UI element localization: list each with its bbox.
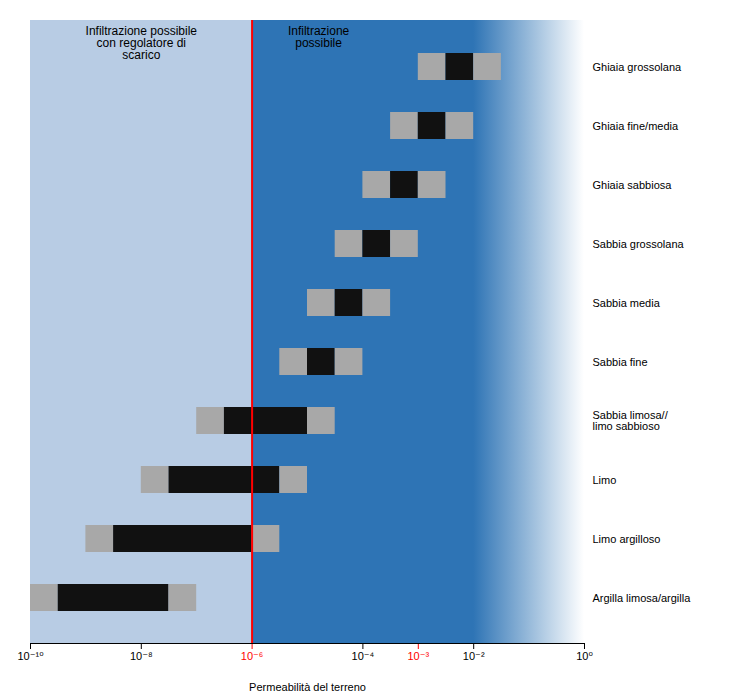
svg-text:Sabbia limosa//limo sabbioso: Sabbia limosa//limo sabbioso [593,409,669,432]
svg-text:Ghiaia sabbiosa: Ghiaia sabbiosa [593,179,673,191]
svg-text:Ghiaia fine/media: Ghiaia fine/media [593,120,679,132]
svg-text:Sabbia media: Sabbia media [593,297,661,309]
svg-text:10⁻²: 10⁻² [463,650,485,662]
svg-text:Infiltrazionepossibile: Infiltrazionepossibile [288,24,350,50]
svg-text:Ghiaia grossolana: Ghiaia grossolana [593,61,683,73]
svg-text:Permeabilità del terreno: Permeabilità del terreno [249,681,366,693]
svg-text:10⁻⁴: 10⁻⁴ [352,650,375,662]
svg-text:Sabbia fine: Sabbia fine [593,356,648,368]
svg-text:10⁻¹⁰: 10⁻¹⁰ [17,650,44,662]
svg-text:10⁻⁶: 10⁻⁶ [241,650,264,662]
svg-text:10⁰: 10⁰ [576,650,593,662]
svg-text:10⁻⁸: 10⁻⁸ [130,650,153,662]
svg-text:Sabbia grossolana: Sabbia grossolana [593,238,685,250]
svg-text:Limo: Limo [593,474,617,486]
svg-text:Argilla limosa/argilla: Argilla limosa/argilla [593,592,692,604]
svg-text:10⁻³: 10⁻³ [407,650,429,662]
svg-text:Infiltrazione possibilecon reg: Infiltrazione possibilecon regolatore di… [86,24,198,62]
svg-text:Limo argilloso: Limo argilloso [593,533,661,545]
